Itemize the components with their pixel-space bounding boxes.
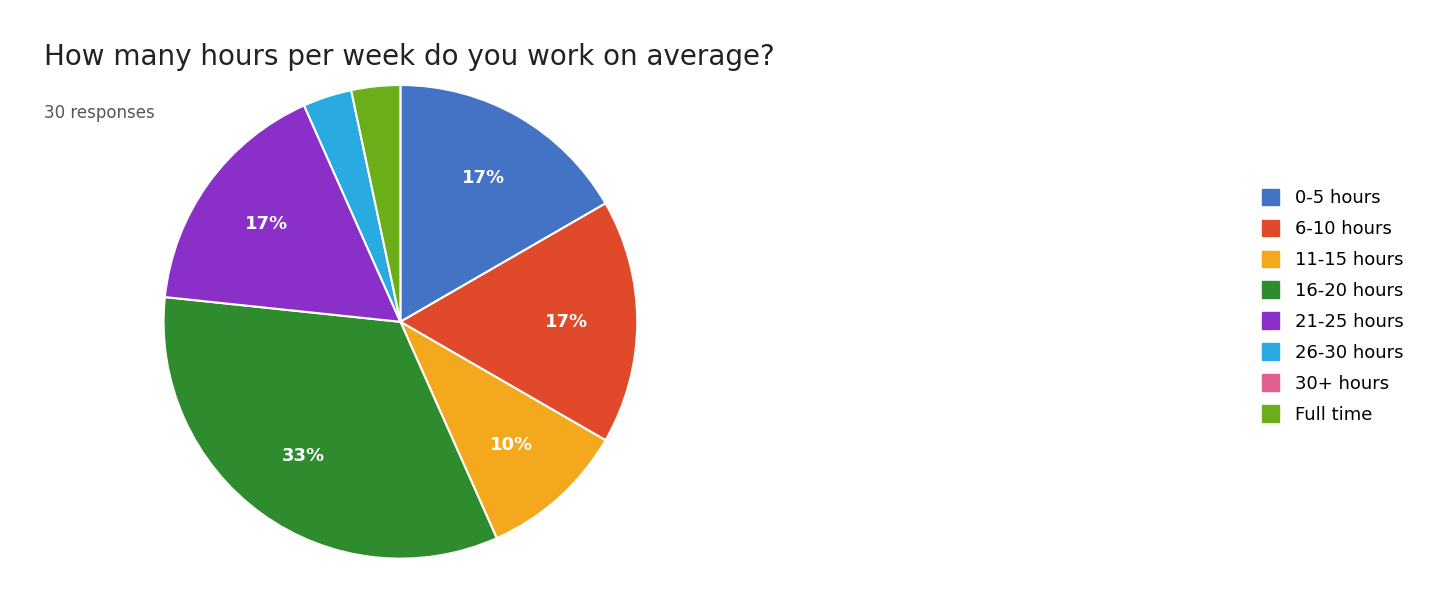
Wedge shape bbox=[165, 105, 400, 322]
Wedge shape bbox=[163, 297, 496, 558]
Wedge shape bbox=[400, 322, 606, 538]
Text: 17%: 17% bbox=[245, 215, 288, 234]
Text: 17%: 17% bbox=[545, 313, 588, 331]
Text: 30 responses: 30 responses bbox=[44, 104, 154, 122]
Text: 17%: 17% bbox=[462, 169, 505, 187]
Wedge shape bbox=[304, 90, 400, 322]
Wedge shape bbox=[400, 85, 606, 322]
Wedge shape bbox=[351, 85, 400, 322]
Text: How many hours per week do you work on average?: How many hours per week do you work on a… bbox=[44, 43, 775, 71]
Wedge shape bbox=[400, 204, 638, 440]
Legend: 0-5 hours, 6-10 hours, 11-15 hours, 16-20 hours, 21-25 hours, 26-30 hours, 30+ h: 0-5 hours, 6-10 hours, 11-15 hours, 16-2… bbox=[1262, 189, 1404, 424]
Text: 33%: 33% bbox=[281, 447, 325, 465]
Text: 10%: 10% bbox=[489, 436, 533, 454]
